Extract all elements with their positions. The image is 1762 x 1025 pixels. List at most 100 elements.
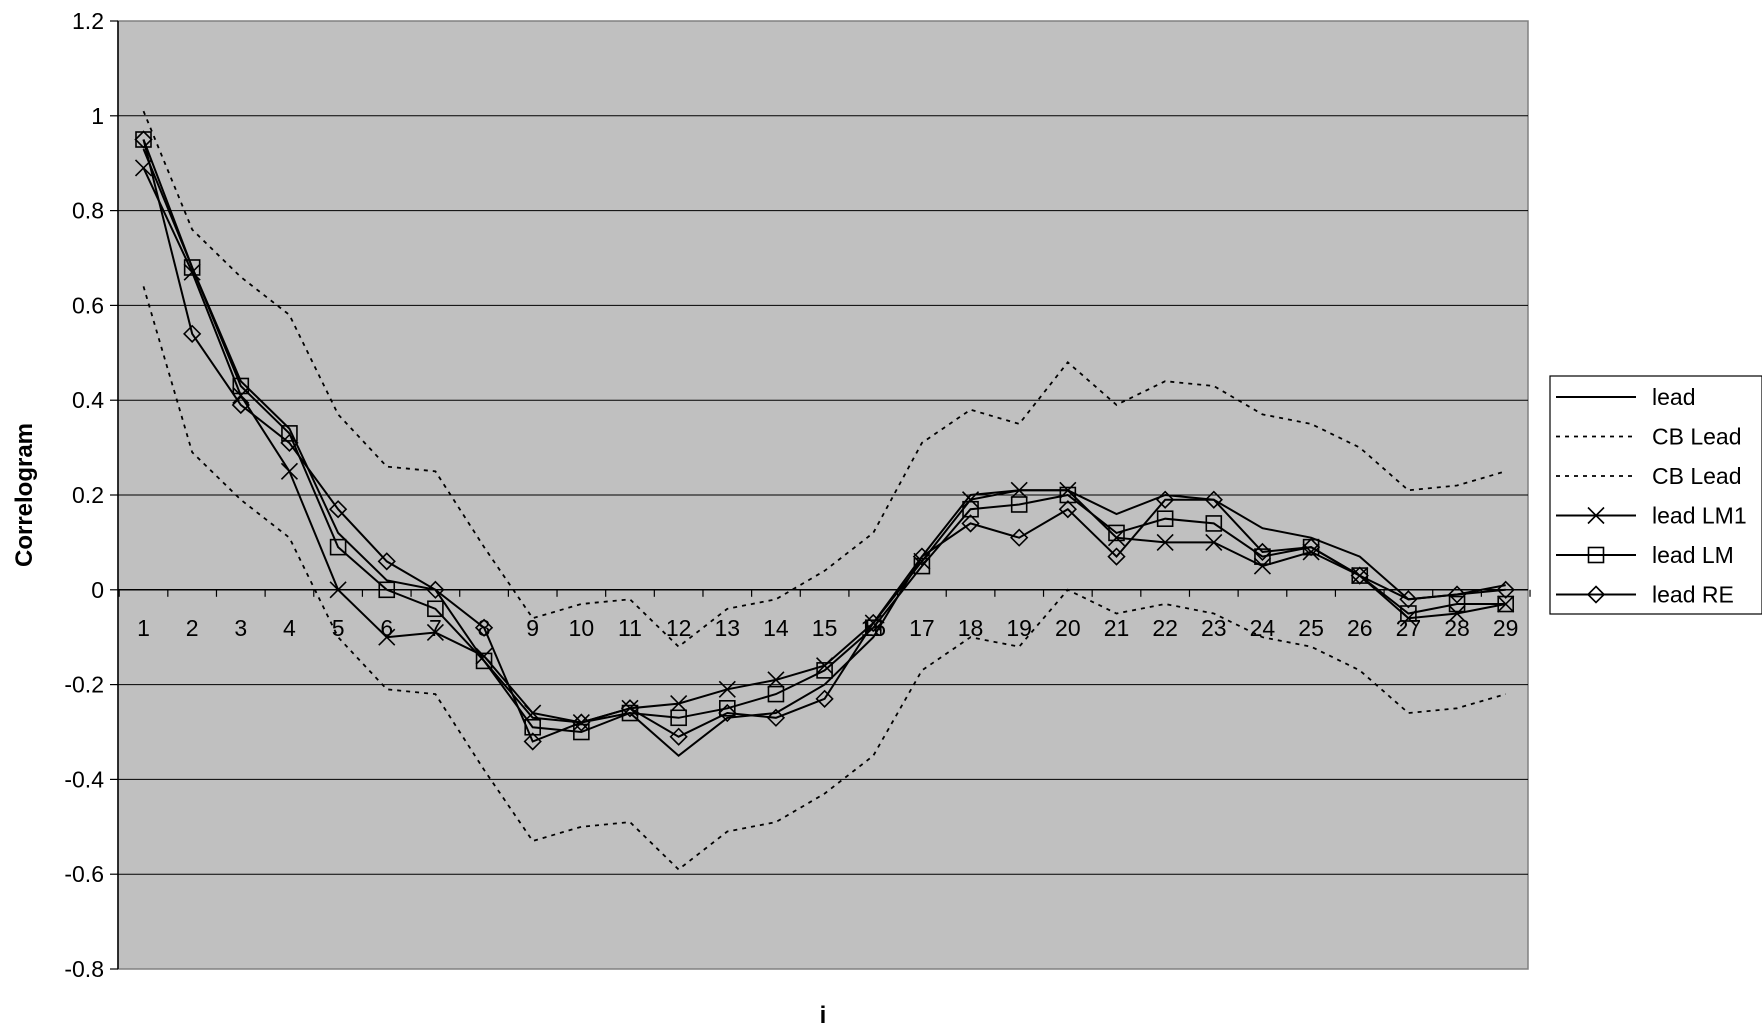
data-point-diamond-marker (523, 732, 542, 751)
data-point-diamond-marker (231, 395, 250, 415)
data-point-diamond-marker (1058, 500, 1077, 519)
x-tick-label: 3 (234, 615, 247, 641)
series-line (142, 110, 1506, 648)
data-point-diamond-marker (328, 500, 348, 519)
legend-box (1549, 375, 1762, 615)
data-point-x-marker (1156, 533, 1174, 551)
data-point-diamond-marker (961, 514, 980, 533)
data-point-square-marker (1205, 515, 1223, 532)
legend: lead CB Lead CB Lead lead LM1 lead LM lead RE (1549, 375, 1762, 615)
legend-label: lead (1652, 384, 1695, 410)
legend-label: lead LM (1652, 542, 1734, 568)
data-point-x-marker (426, 623, 444, 642)
x-tick-label: 9 (526, 615, 539, 641)
data-point-diamond-marker (1253, 542, 1272, 562)
y-axis-title: Correlogram (11, 423, 38, 567)
data-point-square-marker (816, 662, 833, 679)
y-axis: -0.8 -0.6 -0.4 -0.2 0 0.2 0.4 0.6 0.8 1 1.2 (64, 8, 119, 982)
data-point-diamond-marker (815, 689, 834, 708)
data-point-square-marker (329, 538, 347, 556)
data-point-square-marker (1108, 524, 1125, 542)
y-tick-label: 0.2 (72, 482, 104, 508)
data-point-square-marker (475, 652, 493, 670)
x-tick-label: 26 (1347, 615, 1373, 641)
legend-item: lead LM (1556, 542, 1734, 568)
data-point-diamond-marker (912, 547, 932, 566)
data-point-x-marker (913, 552, 931, 570)
y-tick-label: 1.2 (72, 8, 104, 34)
x-tick-label: 23 (1201, 615, 1227, 641)
data-point-diamond-marker (377, 552, 396, 571)
series-line (142, 139, 1506, 743)
data-point-x-marker (670, 694, 688, 713)
data-point-x-marker (816, 657, 834, 675)
data-point-x-marker (1587, 506, 1605, 525)
data-point-diamond-marker (1586, 585, 1606, 604)
x-tick-label: 25 (1298, 615, 1324, 641)
data-point-diamond-marker (1350, 566, 1369, 585)
data-point-diamond-marker (1204, 490, 1223, 509)
legend-label: lead RE (1652, 582, 1734, 608)
x-tick-label: 2 (186, 615, 199, 641)
data-point-x-marker (718, 680, 736, 698)
data-point-x-marker (280, 462, 299, 480)
data-point-diamond-marker (1156, 490, 1175, 509)
y-tick-label: 1 (91, 103, 104, 129)
x-axis-title: i (820, 1002, 827, 1025)
legend-item: lead RE (1556, 582, 1734, 608)
data-point-diamond-marker (1496, 580, 1515, 599)
x-tick-label: 22 (1152, 615, 1178, 641)
x-tick-label: 17 (909, 615, 935, 641)
data-point-square-marker (1156, 510, 1174, 528)
x-tick-label: 4 (283, 615, 296, 641)
series-line (142, 286, 1506, 871)
data-point-diamond-marker (1010, 528, 1029, 547)
legend-label: CB Lead (1652, 463, 1742, 489)
series-line (142, 148, 1506, 757)
series-line (142, 139, 1506, 734)
data-point-square-marker (767, 685, 785, 703)
data-point-x-marker (1448, 604, 1466, 623)
data-point-diamond-marker (134, 130, 153, 149)
data-point-square-marker (573, 723, 590, 741)
x-axis: 1 2 3 4 5 6 7 8 9 10 11 12 13 14 15 16 17 18 19 20 21 22 23 24 2… (118, 589, 1531, 641)
data-point-x-marker (475, 647, 493, 665)
x-tick-label: 21 (1104, 615, 1130, 641)
data-point-x-marker (767, 671, 785, 689)
y-tick-label: 0.4 (72, 387, 104, 413)
data-point-square-marker (1587, 546, 1605, 564)
data-point-diamond-marker (766, 708, 786, 727)
series-cb-lead-1 (142, 110, 1506, 648)
data-point-diamond-marker (183, 324, 202, 343)
x-tick-label: 13 (715, 615, 741, 641)
x-tick-label: 1 (137, 615, 150, 641)
data-point-square-marker (281, 425, 298, 442)
x-tick-label: 29 (1493, 615, 1519, 641)
data-point-x-marker (329, 581, 347, 599)
data-point-diamond-marker (1399, 590, 1418, 609)
data-point-square-marker (1010, 496, 1028, 513)
data-point-square-marker (864, 619, 882, 637)
data-point-diamond-marker (1107, 547, 1126, 566)
legend-label: lead LM1 (1652, 503, 1747, 529)
data-point-square-marker (524, 718, 542, 736)
data-point-x-marker (183, 263, 201, 281)
legend-item: CB Lead (1556, 424, 1742, 450)
series-cb-lead-2 (142, 286, 1506, 871)
y-tick-label: 0.8 (72, 198, 104, 224)
y-tick-label: -0.4 (64, 766, 104, 792)
y-tick-label: -0.2 (64, 672, 104, 698)
series-lead-re-5 (134, 130, 1515, 751)
data-point-x-marker (378, 628, 396, 646)
y-tick-label: 0 (91, 577, 104, 603)
x-tick-label: 11 (618, 615, 642, 641)
data-point-square-marker (1254, 548, 1271, 565)
data-point-x-marker (1205, 533, 1223, 551)
data-point-square-marker (232, 377, 250, 395)
y-tick-label: -0.6 (64, 861, 104, 887)
data-point-square-marker (378, 581, 396, 599)
legend-item: CB Lead (1556, 463, 1742, 489)
data-point-diamond-marker (572, 713, 591, 732)
data-point-x-marker (1010, 481, 1028, 499)
data-point-square-marker (962, 500, 979, 518)
